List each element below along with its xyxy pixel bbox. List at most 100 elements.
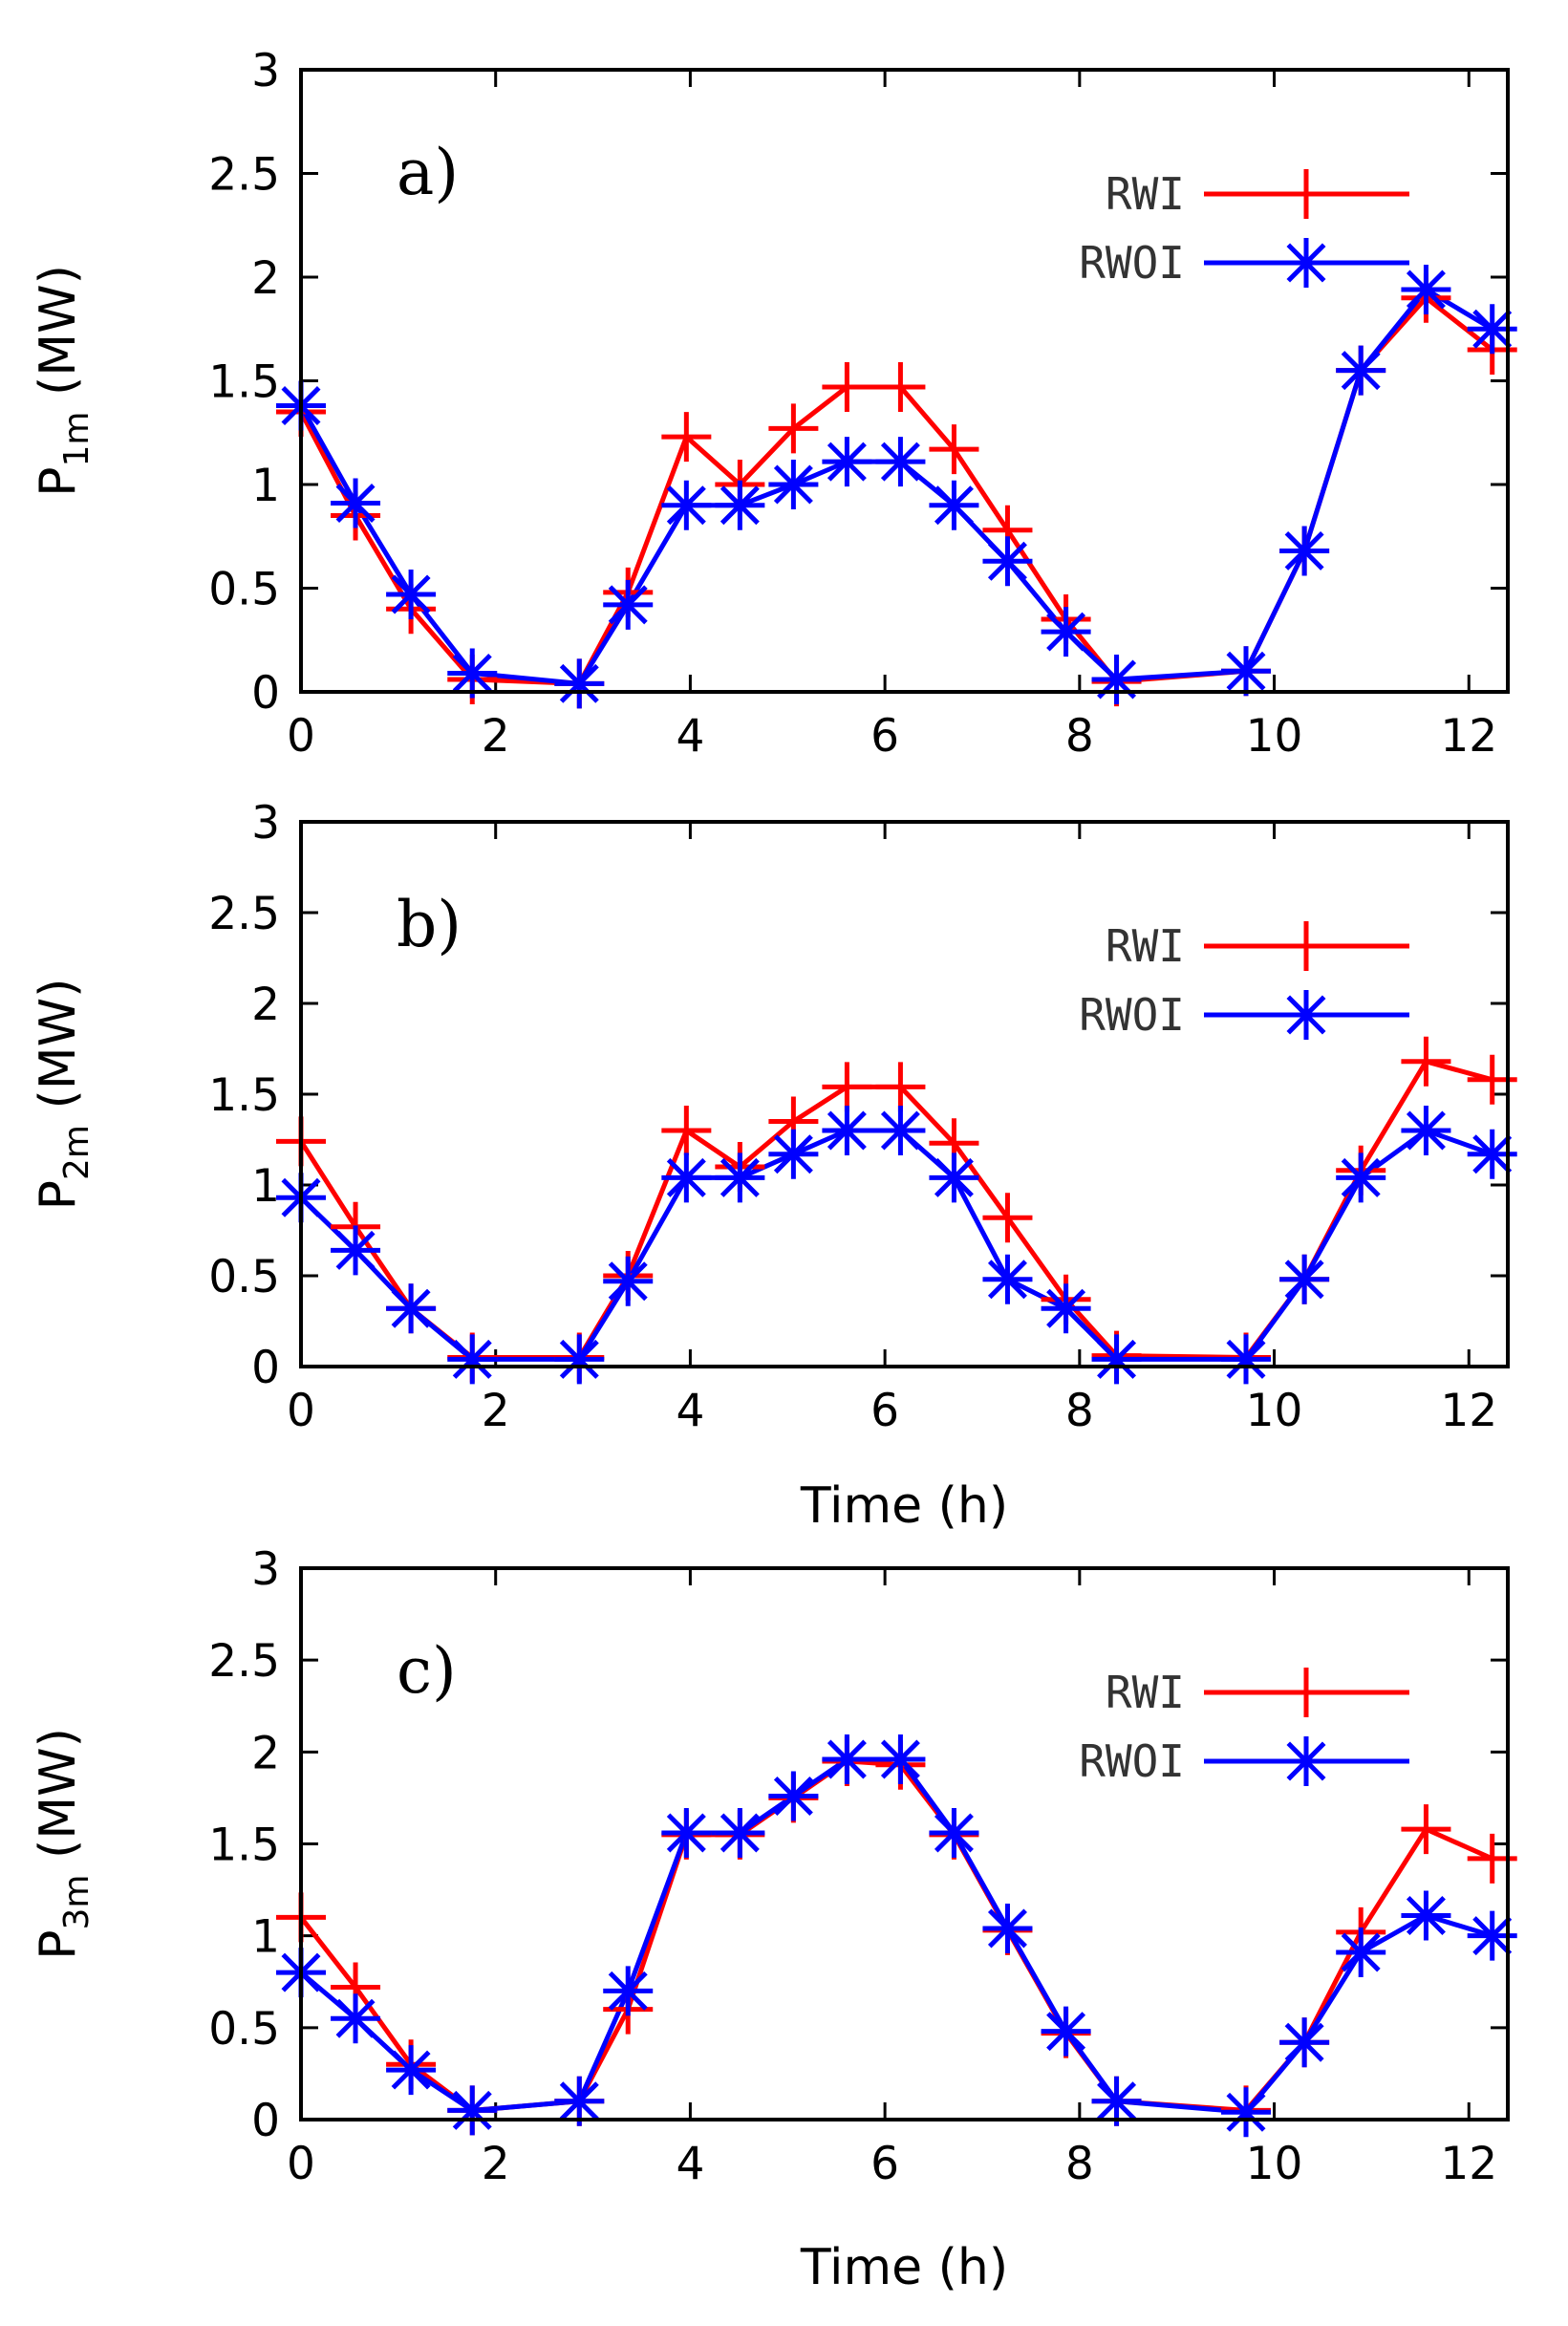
data-point	[447, 2085, 498, 2136]
data-point	[715, 480, 765, 530]
marker-d2	[1284, 1260, 1324, 1300]
data-point	[768, 460, 819, 509]
data-point	[331, 1225, 381, 1276]
marker-d2	[391, 574, 431, 614]
panel-3: 0 0.5 1 1.5 2 2.5 3 0 2 4 6 8 10 12 P3m (MW) Time (h) c)…	[30, 1543, 1517, 2296]
plot-frame	[299, 820, 1510, 1368]
data-point	[661, 412, 712, 463]
data-point	[661, 480, 712, 530]
y-tick-label: 0	[251, 667, 280, 720]
x-tick-label: 10	[1246, 710, 1303, 763]
legend: RWI RWOI	[1079, 1667, 1409, 1787]
data-point	[447, 1334, 498, 1385]
x-tick-label: 6	[870, 1385, 899, 1437]
data-point	[715, 1807, 765, 1858]
data-point	[603, 579, 654, 630]
panel-tag: c)	[397, 1634, 457, 1708]
marker-d2	[391, 2050, 431, 2090]
marker-d2	[827, 442, 867, 482]
marker-d2	[391, 1288, 431, 1328]
marker-d2	[827, 1110, 867, 1151]
data-point	[386, 1283, 437, 1334]
marker-d2	[452, 653, 492, 693]
data-point	[929, 1152, 979, 1203]
x-tick-label: 2	[482, 1385, 510, 1437]
marker-d2	[666, 1157, 706, 1197]
data-point	[331, 1993, 381, 2044]
x-tick-label: 8	[1065, 2138, 1094, 2190]
marker-d2	[880, 1110, 920, 1151]
data-point	[822, 1106, 872, 1155]
data-point	[1279, 526, 1330, 576]
marker-d2	[335, 1998, 376, 2038]
y-tick-label: 3	[251, 797, 280, 850]
data-point	[1221, 1334, 1272, 1385]
data-point	[1221, 646, 1272, 697]
y-tick-label: 2.5	[208, 149, 280, 202]
marker-d2	[773, 1777, 813, 1816]
x-axis-title: Time (h)	[800, 1477, 1008, 1535]
y-tick-label: 3	[251, 45, 280, 97]
series-points-rwi	[276, 1735, 1517, 2136]
legend: RWI RWOI	[1079, 168, 1409, 289]
series-line-rwoi	[298, 287, 1493, 686]
data-point	[661, 1106, 712, 1155]
marker-d2	[720, 485, 760, 526]
marker-d2	[1226, 651, 1266, 691]
data-point	[822, 1734, 872, 1785]
y-tick-label: 1	[251, 1160, 280, 1213]
data-point	[661, 1807, 712, 1858]
y-axis-title-main: P	[30, 467, 87, 497]
marker-d2	[1226, 1339, 1266, 1379]
marker-d2	[987, 1260, 1027, 1300]
data-point	[982, 1254, 1033, 1304]
marker-d2	[559, 1339, 599, 1379]
marker-d2	[773, 464, 813, 505]
plot-frame	[299, 68, 1510, 694]
legend-marker-d2	[1286, 995, 1326, 1035]
x-tick-label: 2	[482, 2138, 510, 2190]
marker-d2	[934, 485, 974, 526]
marker-d2	[1341, 1157, 1381, 1197]
y-axis-title: P2m (MW)	[30, 979, 97, 1211]
data-point	[554, 1334, 605, 1385]
y-tick-label: 2.5	[208, 1635, 280, 1688]
y-tick-label: 3	[251, 1543, 280, 1596]
panel-2: 0 0.5 1 1.5 2 2.5 3 0 2 4 6 8 10 12 P2m (MW) Time (h) b)…	[30, 797, 1517, 1535]
y-tick-label: 2	[251, 252, 280, 305]
data-point	[1221, 2087, 1272, 2138]
x-tick-label: 0	[287, 710, 315, 763]
series-line-rwi	[298, 295, 1494, 686]
legend: RWI RWOI	[1079, 920, 1409, 1041]
data-point	[1336, 345, 1386, 396]
y-tick-label: 1.5	[208, 1820, 280, 1872]
x-axis-title: Time (h)	[800, 2239, 1008, 2296]
marker-d2	[934, 1813, 974, 1853]
x-tick-label: 4	[676, 710, 704, 763]
data-point	[1401, 1036, 1451, 1087]
data-point	[822, 437, 872, 487]
x-tick-label: 12	[1440, 2138, 1497, 2190]
x-tick-label: 10	[1246, 2138, 1303, 2190]
marker-d2	[1472, 1134, 1513, 1174]
data-point	[929, 480, 979, 530]
y-tick-label: 1.5	[208, 1069, 280, 1122]
data-point	[715, 1152, 765, 1203]
data-point	[1401, 1804, 1451, 1855]
data-point	[768, 403, 819, 454]
x-tick-label: 2	[482, 710, 510, 763]
marker-d2	[1472, 309, 1513, 349]
marker-d2	[452, 2090, 492, 2130]
data-point	[875, 1062, 926, 1112]
y-tick-label: 0	[251, 2095, 280, 2147]
y-axis-title: P1m (MW)	[30, 265, 97, 497]
panel-1: 0 0.5 1 1.5 2 2.5 3 0 2 4 6 8 10 12 P1m (MW) a) RWI RWOI	[30, 45, 1517, 763]
y-tick-label: 2	[251, 1727, 280, 1779]
legend-label: RWI	[1106, 168, 1185, 220]
marker-d2	[1341, 351, 1381, 391]
y-axis-title-main: P	[30, 1930, 87, 1960]
x-tick-label: 0	[287, 1385, 315, 1437]
marker-d2	[773, 1134, 813, 1174]
data-point	[554, 658, 605, 709]
